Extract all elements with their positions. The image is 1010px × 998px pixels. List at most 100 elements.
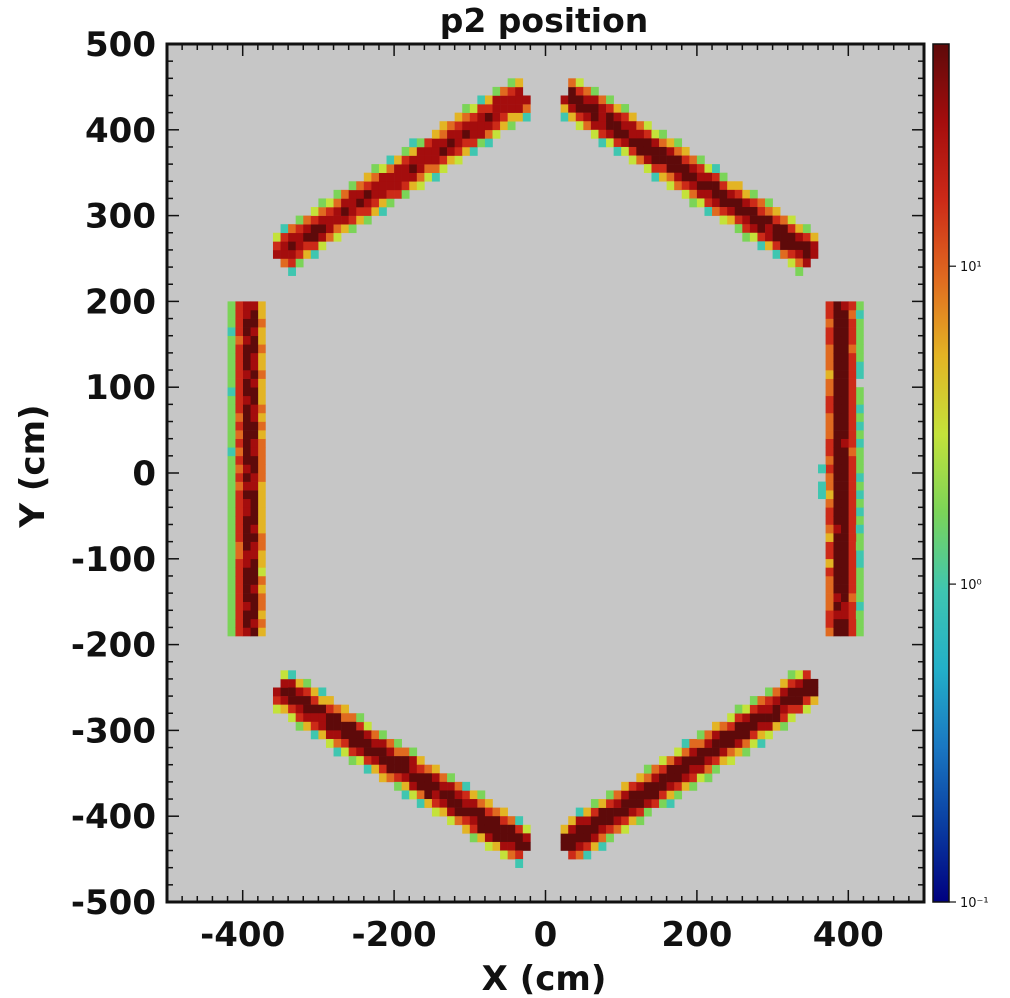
histogram-bin <box>484 833 493 843</box>
histogram-bin <box>840 344 849 354</box>
histogram-bin <box>795 232 804 242</box>
histogram-bin <box>780 704 789 714</box>
histogram-bin <box>749 224 758 234</box>
histogram-bin <box>242 327 251 337</box>
histogram-bin <box>833 593 842 602</box>
histogram-bin <box>227 361 236 371</box>
histogram-bin <box>469 816 478 826</box>
histogram-bin <box>242 301 251 311</box>
histogram-bin <box>242 541 251 551</box>
histogram-bin <box>689 155 698 165</box>
histogram-bin <box>696 181 705 191</box>
histogram-bin <box>848 481 857 491</box>
histogram-bin <box>848 618 857 628</box>
histogram-bin <box>250 378 259 388</box>
histogram-bin <box>651 164 660 173</box>
histogram-bin <box>848 490 857 500</box>
histogram-bin <box>833 309 842 319</box>
histogram-bin <box>734 207 743 216</box>
histogram-bin <box>848 301 857 311</box>
histogram-bin <box>825 575 834 585</box>
histogram-bin <box>666 146 675 156</box>
histogram-bin <box>477 833 486 843</box>
histogram-bin <box>825 361 834 371</box>
chart-title: p2 position <box>440 1 649 40</box>
histogram-bin <box>848 455 857 465</box>
histogram-bin <box>409 181 418 191</box>
histogram-bin <box>749 189 758 199</box>
histogram-bin <box>765 696 773 705</box>
histogram-bin <box>295 678 304 688</box>
histogram-bin <box>242 618 251 628</box>
histogram-bin <box>855 309 864 319</box>
histogram-bin <box>242 370 251 379</box>
histogram-bin <box>659 799 667 808</box>
y-tick-label: -200 <box>71 626 156 666</box>
histogram-bin <box>704 738 713 748</box>
histogram-bin <box>802 696 811 705</box>
histogram-bin <box>288 704 296 714</box>
histogram-bin <box>727 713 736 723</box>
histogram-bin <box>772 696 781 705</box>
histogram-bin <box>250 575 259 585</box>
histogram-bin <box>772 215 781 225</box>
histogram-bin <box>712 164 720 173</box>
histogram-bin <box>833 541 842 551</box>
histogram-bin <box>772 713 781 723</box>
histogram-bin <box>628 146 637 156</box>
histogram-bin <box>621 104 630 113</box>
histogram-bin <box>719 172 728 182</box>
histogram-bin <box>492 129 501 139</box>
histogram-bin <box>310 713 319 723</box>
histogram-bin <box>363 721 372 731</box>
histogram-bin <box>825 387 834 397</box>
histogram-bin <box>401 764 410 774</box>
histogram-bin <box>590 841 599 851</box>
histogram-bin <box>250 327 259 337</box>
histogram-bin <box>257 490 266 500</box>
histogram-bin <box>840 361 849 371</box>
histogram-bin <box>242 610 251 620</box>
histogram-bin <box>696 764 705 774</box>
histogram-bin <box>257 584 266 594</box>
histogram-bin <box>462 781 471 791</box>
histogram-bin <box>469 146 478 156</box>
histogram-bin <box>643 799 652 808</box>
histogram-bin <box>378 181 387 191</box>
histogram-bin <box>787 232 796 242</box>
histogram-bin <box>378 756 387 766</box>
histogram-bin <box>477 112 486 122</box>
histogram-bin <box>583 86 592 96</box>
histogram-bin <box>227 335 236 345</box>
histogram-bin <box>378 207 387 216</box>
histogram-bin <box>439 807 448 817</box>
histogram-bin <box>439 129 448 139</box>
histogram-bin <box>250 618 259 628</box>
histogram-bin <box>590 121 599 131</box>
histogram-bin <box>439 773 448 783</box>
histogram-bin <box>712 189 720 199</box>
histogram-bin <box>833 455 842 465</box>
histogram-bin <box>227 593 236 602</box>
histogram-bin <box>257 558 266 568</box>
histogram-bin <box>848 335 857 345</box>
histogram-bin <box>492 86 501 96</box>
histogram-bin <box>371 756 380 766</box>
histogram-bin <box>840 507 849 517</box>
histogram-bin <box>515 86 524 96</box>
histogram-bin <box>257 464 266 474</box>
histogram-bin <box>636 773 645 783</box>
histogram-bin <box>651 155 660 165</box>
histogram-bin <box>242 490 251 500</box>
histogram-bin <box>447 138 455 148</box>
histogram-bin <box>659 138 667 148</box>
histogram-bin <box>780 249 789 259</box>
histogram-bin <box>454 807 463 817</box>
histogram-bin <box>303 232 312 242</box>
histogram-bin <box>787 258 796 268</box>
histogram-bin <box>681 738 690 748</box>
histogram-bin <box>613 112 622 122</box>
histogram-bin <box>257 627 266 637</box>
histogram-bin <box>855 455 864 465</box>
histogram-bin <box>636 790 645 800</box>
